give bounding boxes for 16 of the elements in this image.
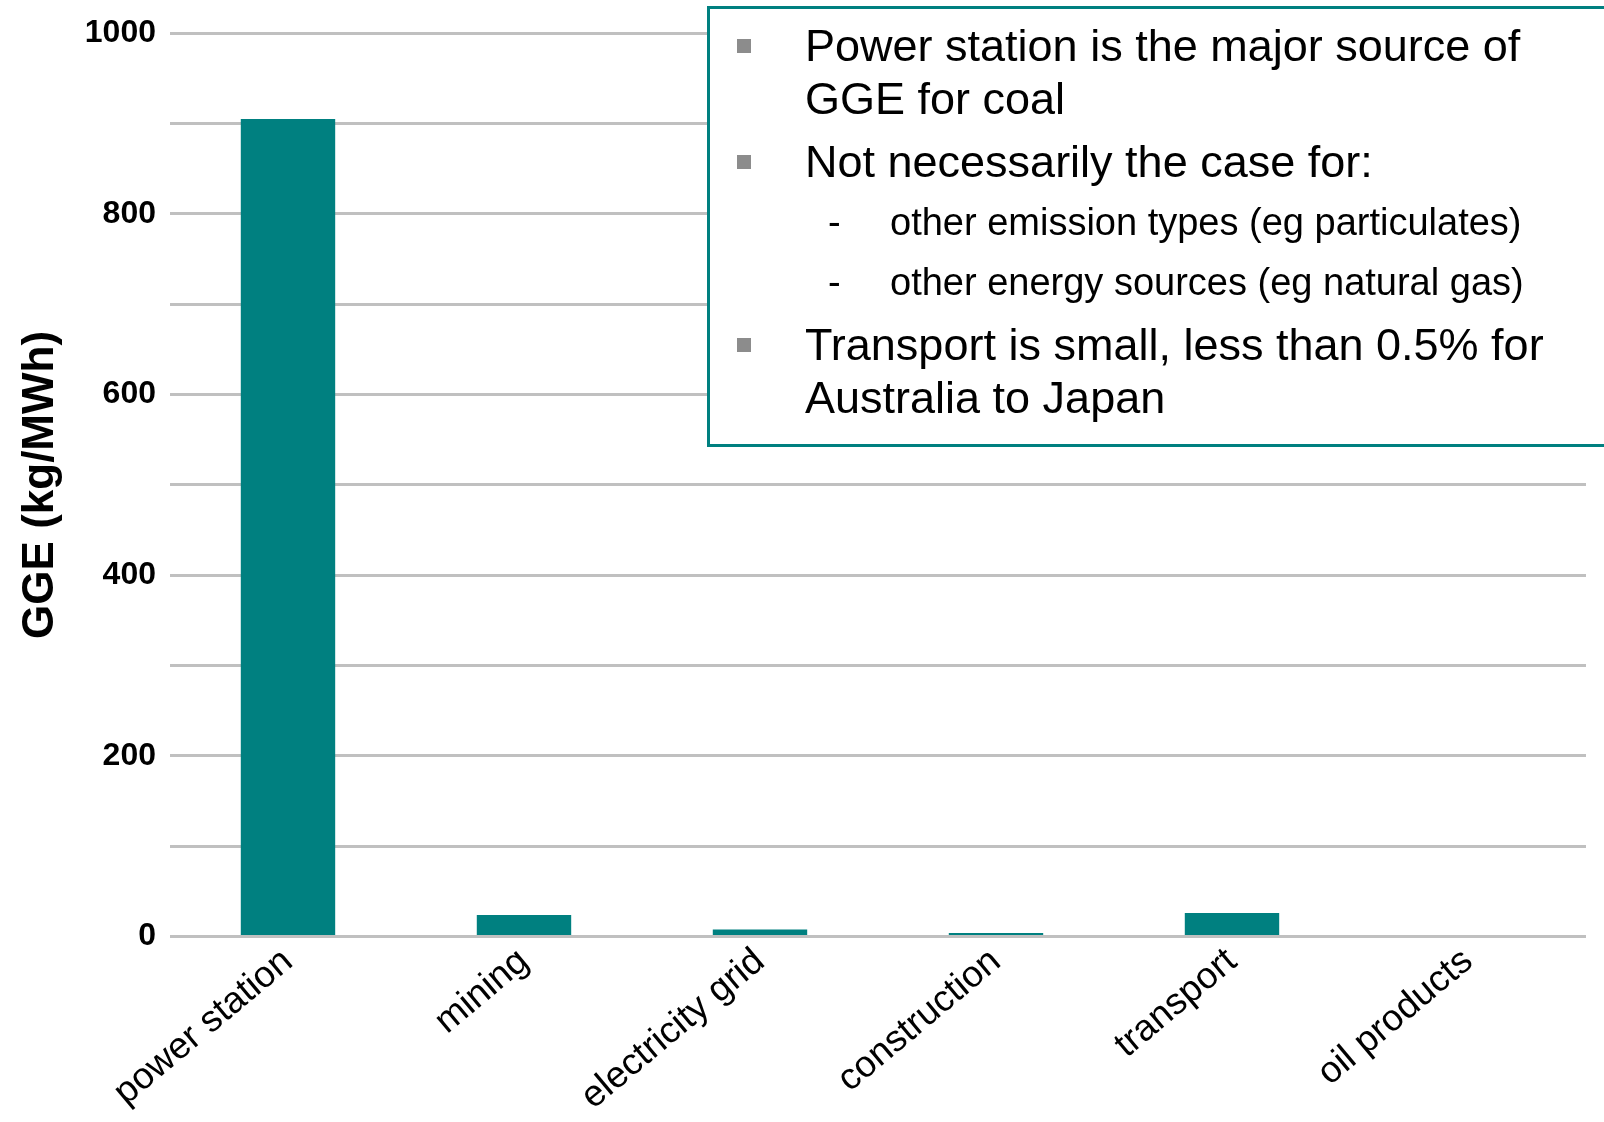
bar <box>1184 913 1280 936</box>
annotation: Transport is small, less than 0.5% for Australia to Japan <box>804 318 1545 424</box>
y-tick-label: 400 <box>102 555 156 592</box>
y-tick-label: 200 <box>102 735 156 772</box>
bar <box>948 932 1044 936</box>
annotation: Not necessarily the case for: <box>804 135 1374 188</box>
bar <box>712 929 808 936</box>
y-tick-label: 800 <box>102 193 156 230</box>
y-tick-label: 600 <box>102 374 156 411</box>
y-axis-title: GGE (kg/MWh) <box>12 330 62 639</box>
bar <box>476 914 572 936</box>
y-tick-label: 1000 <box>84 13 156 50</box>
y-tick-label: 0 <box>138 916 156 953</box>
bar <box>240 119 336 936</box>
text-box: Power station is the major source of GGE for coal Not necessarily the case for: - other emission types (eg particulates) - other energy sources (eg natural gas) Transport is small, less than 0.5% for Australia to Japan <box>707 6 1604 447</box>
annotation: Power station is the major source of GGE for coal <box>804 19 1522 125</box>
